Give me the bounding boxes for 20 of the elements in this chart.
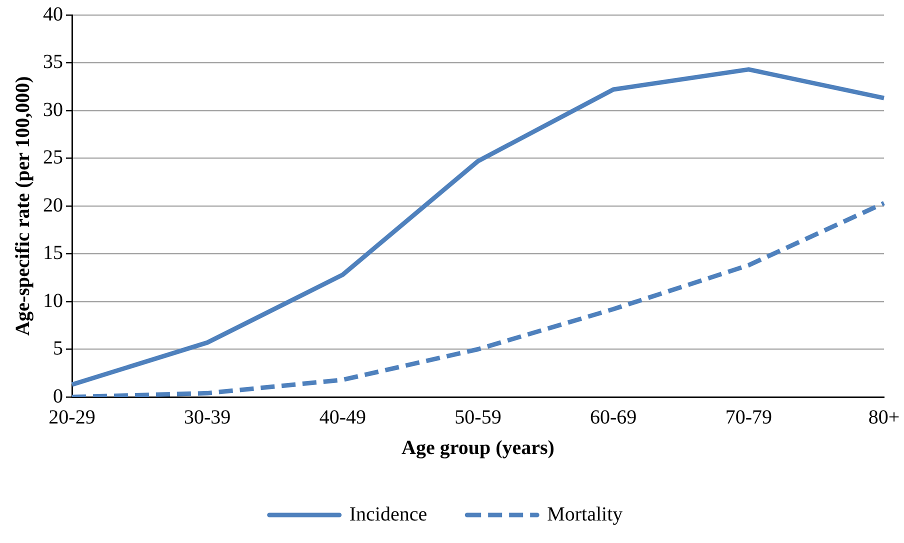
y-tick-label: 10 bbox=[43, 290, 63, 312]
x-tick-label: 30-39 bbox=[184, 406, 231, 428]
y-axis-title: Age-specific rate (per 100,000) bbox=[12, 76, 34, 336]
y-tick-label: 25 bbox=[43, 146, 63, 168]
legend-label: Mortality bbox=[547, 503, 623, 526]
y-tick-label: 0 bbox=[53, 385, 63, 408]
y-tick-label: 35 bbox=[43, 51, 63, 73]
y-tick-label: 20 bbox=[43, 194, 63, 216]
x-axis-title: Age group (years) bbox=[402, 437, 554, 460]
x-tick-label: 50-59 bbox=[454, 406, 502, 428]
y-tick-label: 40 bbox=[43, 3, 63, 26]
x-tick-label: 60-69 bbox=[590, 406, 637, 428]
x-tick-label: 20-29 bbox=[48, 406, 96, 428]
x-tick-label: 80+ bbox=[868, 406, 900, 428]
y-tick-label: 5 bbox=[53, 338, 63, 360]
x-tick-label: 40-49 bbox=[319, 406, 366, 428]
legend-label: Incidence bbox=[349, 503, 428, 526]
y-tick-label: 15 bbox=[43, 242, 63, 264]
y-tick-label: 30 bbox=[43, 98, 63, 121]
x-tick-label: 70-79 bbox=[725, 406, 772, 428]
